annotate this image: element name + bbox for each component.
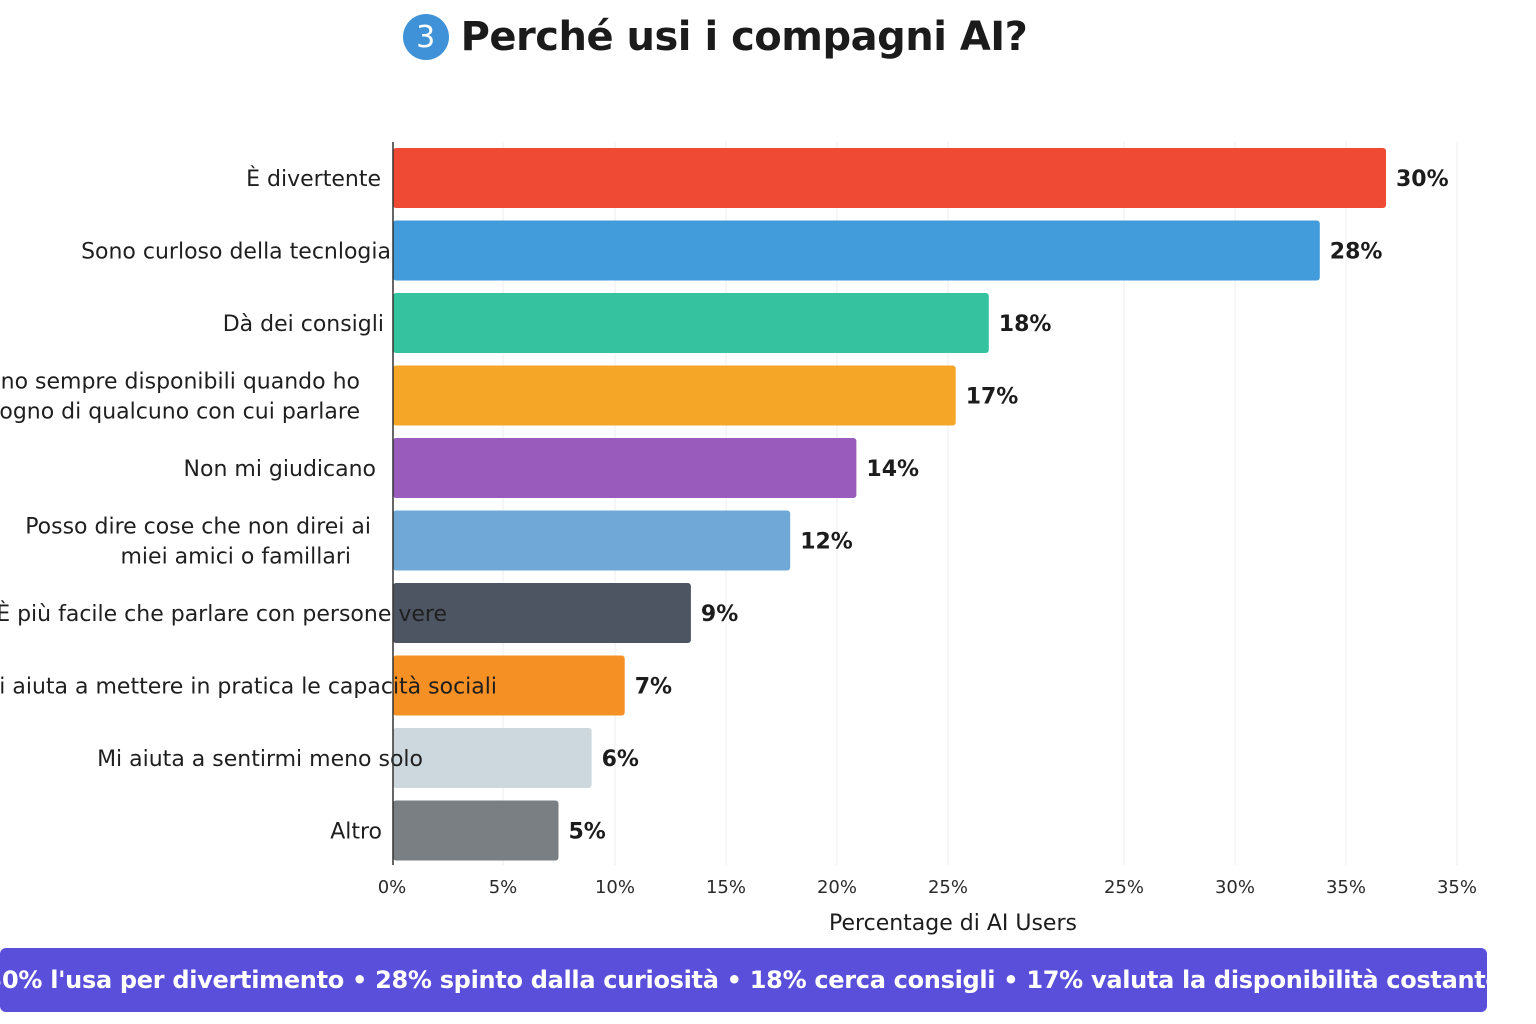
category-label: Altro <box>330 820 382 845</box>
bar <box>393 148 1386 208</box>
x-tick-label: 5% <box>489 877 518 898</box>
x-tick-labels: 0% 5% 10% 15% 20% 25% 25% 30% 35% 35% <box>378 877 1477 898</box>
bar-value-label: 9% <box>701 602 738 627</box>
x-tick-label: 25% <box>1104 877 1144 898</box>
category-label: È divertente <box>246 166 381 192</box>
x-tick-label: 35% <box>1326 877 1366 898</box>
chart-title-text: Perché usi i compagni AI? <box>460 14 1028 60</box>
bar <box>393 583 691 643</box>
category-label: Posso dire cose che non direi ai miei ami… <box>25 515 371 570</box>
bar-value-label: 5% <box>569 820 606 845</box>
bar-value-label: 28% <box>1330 240 1383 265</box>
x-tick-label: 20% <box>817 877 857 898</box>
bar-value-label: 14% <box>866 457 919 482</box>
bar-value-label: 6% <box>602 747 639 772</box>
bar <box>393 510 791 571</box>
summary-banner: 30% l'usa per divertimento • 28% spinto … <box>0 948 1502 1012</box>
category-labels: È divertente Sono curloso della tecnlogia… <box>0 166 497 845</box>
category-label: Mi aiuta a mettere in pratica le capacit… <box>0 675 497 700</box>
category-label: ono sempre disponibili quando ho sogno di… <box>0 370 360 425</box>
bar <box>393 293 989 353</box>
x-tick-label: 35% <box>1437 877 1477 898</box>
category-label: Mi aiuta a sentirmi meno solo <box>97 747 423 772</box>
bar-value-label: 30% <box>1396 167 1449 192</box>
bar-value-label: 17% <box>966 385 1019 410</box>
category-label: È più facile che parlare con persone ver… <box>0 601 447 627</box>
bar-value-label: 12% <box>800 530 853 555</box>
x-tick-label: 25% <box>928 877 968 898</box>
bar <box>393 220 1320 281</box>
bar <box>393 800 559 861</box>
bar <box>393 365 956 426</box>
x-axis-title: Percentage di AI Users <box>829 911 1077 936</box>
bar <box>393 438 857 498</box>
category-label: Dà dei consigli <box>223 312 384 337</box>
bar <box>393 655 625 716</box>
category-label: Sono curloso della tecnlogia <box>81 240 391 265</box>
bar-value-label: 18% <box>999 312 1052 337</box>
chart-title: 3 Perché usi i compagni AI? <box>0 14 1430 60</box>
x-tick-label: 0% <box>378 877 407 898</box>
category-label: Non mi giudicano <box>184 457 376 482</box>
value-labels: 30% 28% 18% 17% 14% 12% 9% 7% 6% 5% <box>569 167 1449 845</box>
bar <box>393 728 592 788</box>
x-tick-label: 10% <box>595 877 635 898</box>
step-number-badge: 3 <box>402 14 449 60</box>
x-tick-label: 30% <box>1215 877 1255 898</box>
x-tick-label: 15% <box>706 877 746 898</box>
bar-value-label: 7% <box>635 675 672 700</box>
bars <box>393 148 1386 861</box>
